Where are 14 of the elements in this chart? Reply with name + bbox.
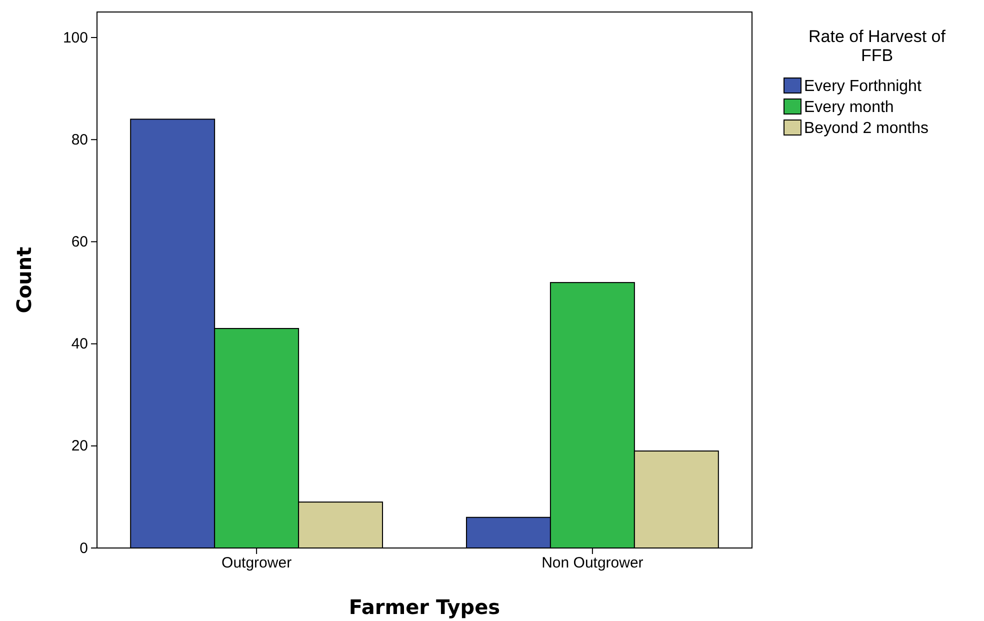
y-tick-label: 40 bbox=[71, 336, 88, 353]
legend-label: Beyond 2 months bbox=[804, 120, 929, 137]
legend-label: Every Forthnight bbox=[804, 78, 922, 95]
y-tick-label: 60 bbox=[71, 234, 88, 251]
legend-title: Rate of Harvest of FFB bbox=[808, 27, 946, 65]
x-tick-label: Non Outgrower bbox=[542, 554, 644, 572]
y-tick-label: 20 bbox=[71, 438, 88, 455]
y-axis-title: Count bbox=[12, 246, 36, 314]
x-tick-label: Outgrower bbox=[222, 554, 292, 572]
y-tick-label: 80 bbox=[71, 131, 88, 148]
y-tick-label: 100 bbox=[62, 29, 88, 46]
y-tick-label: 0 bbox=[80, 540, 88, 557]
x-axis-title: Farmer Types bbox=[348, 595, 500, 619]
legend-label: Every month bbox=[804, 99, 894, 116]
